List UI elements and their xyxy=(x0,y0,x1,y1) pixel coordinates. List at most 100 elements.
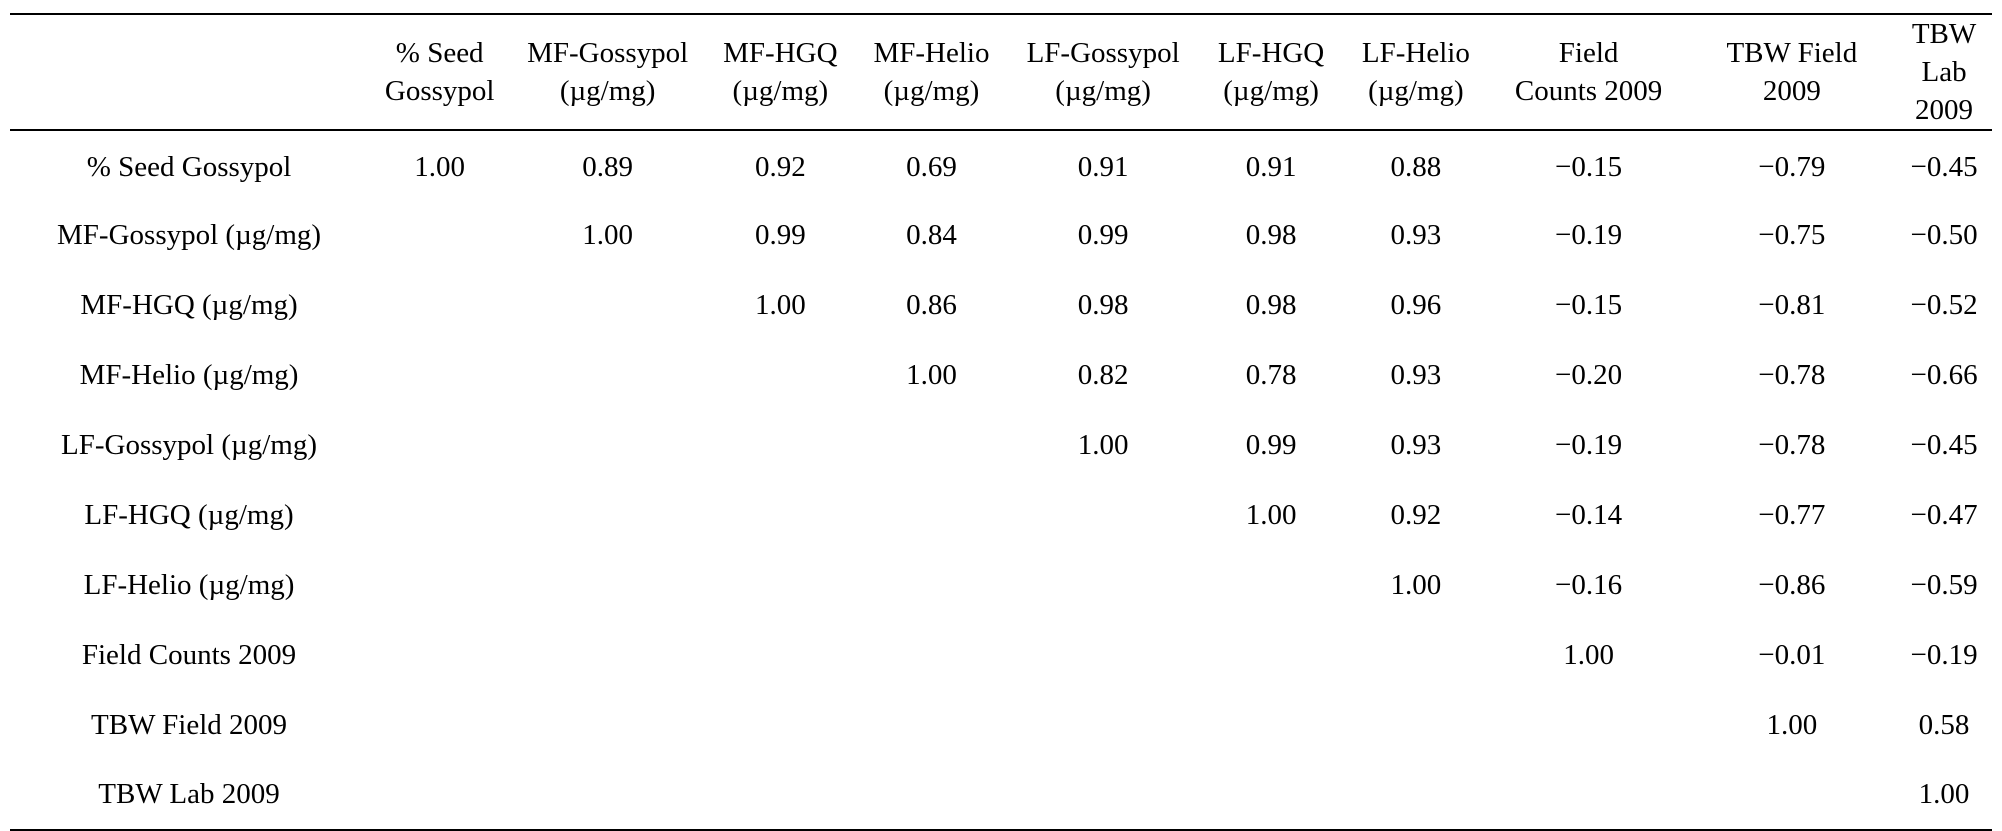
correlation-table: % Seed Gossypol MF-Gossypol (µg/mg) MF-HGQ… xyxy=(10,13,1992,831)
table-cell xyxy=(704,480,857,550)
table-cell xyxy=(857,690,1007,760)
table-cell xyxy=(1342,620,1489,690)
column-header-line2: (µg/mg) xyxy=(1223,75,1319,107)
column-header-line2: Counts 2009 xyxy=(1514,75,1663,107)
column-header: MF-Helio (µg/mg) xyxy=(857,14,1007,130)
table-cell xyxy=(857,480,1007,550)
table-cell: −0.16 xyxy=(1555,568,1623,601)
column-header: LF-Gossypol (µg/mg) xyxy=(1006,14,1200,130)
table-cell: 0.98 xyxy=(1077,288,1129,321)
table-cell: −0.50 xyxy=(1910,218,1978,251)
table-cell: 1.00 xyxy=(1766,708,1818,741)
table-cell xyxy=(511,270,704,340)
column-header: LF-HGQ (µg/mg) xyxy=(1200,14,1342,130)
table-cell: −0.15 xyxy=(1555,288,1623,321)
table-row: % Seed Gossypol 1.00 0.89 0.92 0.69 0.91 0.91 0… xyxy=(10,130,1992,200)
table-cell: −0.14 xyxy=(1555,498,1623,531)
table-row: MF-Helio (µg/mg) 1.00 0.82 0.78 0.93 −0.20 −0.… xyxy=(10,340,1992,410)
table-cell xyxy=(368,480,511,550)
table-cell: 1.00 xyxy=(1563,638,1614,671)
column-header: MF-HGQ (µg/mg) xyxy=(704,14,857,130)
column-header-line2: (µg/mg) xyxy=(1368,75,1464,107)
table-cell xyxy=(857,620,1007,690)
column-header-line1: % Seed xyxy=(395,37,484,69)
table-cell: 0.82 xyxy=(1077,358,1129,391)
row-label: Field Counts 2009 xyxy=(81,638,297,671)
table-cell xyxy=(511,480,704,550)
table-cell xyxy=(511,340,704,410)
column-header: MF-Gossypol (µg/mg) xyxy=(511,14,704,130)
table-cell: −0.45 xyxy=(1910,151,1978,183)
table-cell xyxy=(511,690,704,760)
column-header-line2: (µg/mg) xyxy=(1055,75,1151,107)
table-cell: 0.98 xyxy=(1245,288,1297,321)
table-cell xyxy=(704,620,857,690)
table-cell: 0.99 xyxy=(1077,218,1129,251)
table-cell xyxy=(1200,620,1342,690)
table-row: LF-HGQ (µg/mg) 1.00 0.92 −0.14 −0.77 −0.47 xyxy=(10,480,1992,550)
table-cell: −0.66 xyxy=(1910,358,1978,391)
table-row: Field Counts 2009 1.00 −0.01 −0.19 xyxy=(10,620,1992,690)
table-cell xyxy=(1006,550,1200,620)
table-cell: 0.92 xyxy=(754,151,806,183)
column-header-line2: (µg/mg) xyxy=(559,75,656,107)
table-cell: −0.59 xyxy=(1910,568,1978,601)
table-cell xyxy=(704,550,857,620)
table-row: MF-HGQ (µg/mg) 1.00 0.86 0.98 0.98 0.96 −0.15 −… xyxy=(10,270,1992,340)
column-header-line1: MF-Helio xyxy=(873,37,990,69)
table-cell: 0.91 xyxy=(1077,151,1129,183)
header-row: % Seed Gossypol MF-Gossypol (µg/mg) MF-HGQ… xyxy=(10,14,1992,130)
row-label: TBW Lab 2009 xyxy=(98,778,280,810)
table-cell: −0.77 xyxy=(1758,498,1826,531)
table-cell xyxy=(857,550,1007,620)
table-cell xyxy=(368,200,511,270)
table-body: % Seed Gossypol 1.00 0.89 0.92 0.69 0.91 0.91 0… xyxy=(10,130,1992,830)
table-cell xyxy=(368,410,511,480)
column-header: Field Counts 2009 xyxy=(1490,14,1688,130)
table-cell: 0.89 xyxy=(582,151,634,183)
table-row: LF-Helio (µg/mg) 1.00 −0.16 −0.86 −0.59 xyxy=(10,550,1992,620)
column-header-line2: (µg/mg) xyxy=(732,75,829,107)
table-cell: 0.58 xyxy=(1918,708,1970,741)
header-corner xyxy=(10,14,368,130)
column-header-line1: LF-Gossypol xyxy=(1026,37,1180,69)
table-row: TBW Field 2009 1.00 0.58 xyxy=(10,690,1992,760)
table-cell: −0.86 xyxy=(1758,568,1826,601)
table-cell xyxy=(511,620,704,690)
table-cell: −0.47 xyxy=(1910,498,1978,531)
table-cell: 0.92 xyxy=(1390,498,1442,531)
table-cell xyxy=(704,410,857,480)
table-cell xyxy=(1200,690,1342,760)
table-cell xyxy=(511,410,704,480)
table-cell: 1.00 xyxy=(1390,568,1442,601)
table-cell: 1.00 xyxy=(1077,428,1129,461)
table-cell xyxy=(1342,690,1489,760)
table-cell: 0.69 xyxy=(906,151,957,183)
table-cell: −0.01 xyxy=(1758,638,1826,671)
table-cell xyxy=(857,410,1007,480)
table-cell: −0.81 xyxy=(1758,288,1826,321)
table-cell: 0.93 xyxy=(1390,428,1442,461)
table-cell xyxy=(1006,690,1200,760)
table-cell: 0.93 xyxy=(1390,218,1442,251)
table-cell: 1.00 xyxy=(754,288,806,321)
table-cell: −0.19 xyxy=(1910,638,1978,671)
table-cell xyxy=(1490,690,1688,760)
table-cell: 0.78 xyxy=(1245,358,1297,391)
table-cell: 1.00 xyxy=(582,218,634,251)
column-header-line2: (µg/mg) xyxy=(883,75,980,107)
table-cell xyxy=(704,690,857,760)
column-header-line2: 2009 xyxy=(1762,75,1821,107)
table-cell: 0.99 xyxy=(754,218,806,251)
column-header: LF-Helio (µg/mg) xyxy=(1342,14,1489,130)
table-cell: 1.00 xyxy=(1918,778,1970,810)
table-cell: −0.78 xyxy=(1758,358,1826,391)
table-cell: 0.99 xyxy=(1245,428,1297,461)
table-cell xyxy=(1006,480,1200,550)
table-cell: −0.19 xyxy=(1555,218,1623,251)
table-cell xyxy=(368,690,511,760)
column-header-line1: MF-HGQ xyxy=(723,37,838,69)
row-label: TBW Field 2009 xyxy=(91,708,288,741)
column-header-line1: Field xyxy=(1558,37,1619,69)
row-label: LF-Helio (µg/mg) xyxy=(83,568,295,601)
